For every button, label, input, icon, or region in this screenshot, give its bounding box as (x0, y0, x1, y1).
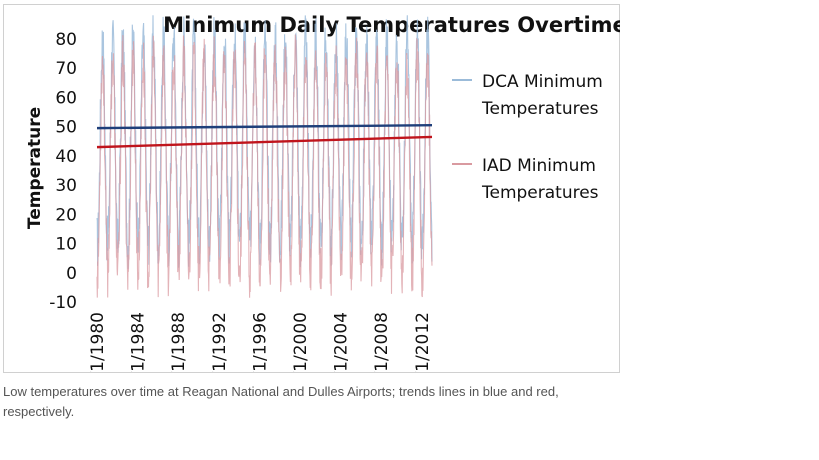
y-tick-label: 30 (55, 176, 77, 196)
series-layer (96, 15, 433, 298)
y-tick-label: 60 (55, 88, 77, 108)
x-tick-label: 1/1/1984 (129, 312, 149, 372)
x-tick-label: 1/1/2008 (372, 312, 392, 372)
x-tick-label: 1/1/2000 (291, 312, 311, 372)
x-tick-label: 1/1/2004 (332, 312, 352, 372)
x-tick-label: 1/1/2012 (413, 312, 433, 372)
chart-caption: Low temperatures over time at Reagan Nat… (3, 384, 559, 419)
legend: DCA Minimum Temperatures IAD Minimum Tempe… (452, 72, 603, 203)
x-tick-label: 1/1/1996 (250, 312, 270, 372)
x-axis-ticks: 1/1/1980 1/1/1984 1/1/1988 1/1/1992 1/1/1996… (88, 312, 433, 372)
y-axis-label: Temperature (25, 107, 45, 229)
x-tick-label: 1/1/1988 (169, 312, 189, 372)
y-axis-ticks: 80 70 60 50 40 30 20 10 0 -10 (49, 30, 77, 313)
chart-title: Minimum Daily Temperatures Overtime (163, 13, 620, 37)
x-tick-label: 1/1/1980 (88, 312, 108, 372)
trendline-dca (96, 124, 433, 130)
y-tick-label: 70 (55, 59, 77, 79)
y-tick-label: 80 (55, 30, 77, 50)
temperature-chart: Minimum Daily Temperatures Overtime Temp… (25, 13, 620, 372)
y-tick-label: 10 (55, 235, 77, 255)
y-tick-label: 20 (55, 205, 77, 225)
y-tick-label: -10 (49, 293, 77, 313)
trendline-layer (96, 124, 433, 149)
trendline-iad (96, 135, 433, 149)
legend-label-dca: DCA Minimum Temperatures (481, 72, 603, 119)
y-tick-label: 50 (55, 118, 77, 138)
x-tick-label: 1/1/1992 (210, 312, 230, 372)
series-line-iad (96, 34, 433, 298)
y-tick-label: 40 (55, 147, 77, 167)
y-tick-label: 0 (66, 264, 77, 284)
legend-label-iad: IAD Minimum Temperatures (481, 156, 599, 203)
